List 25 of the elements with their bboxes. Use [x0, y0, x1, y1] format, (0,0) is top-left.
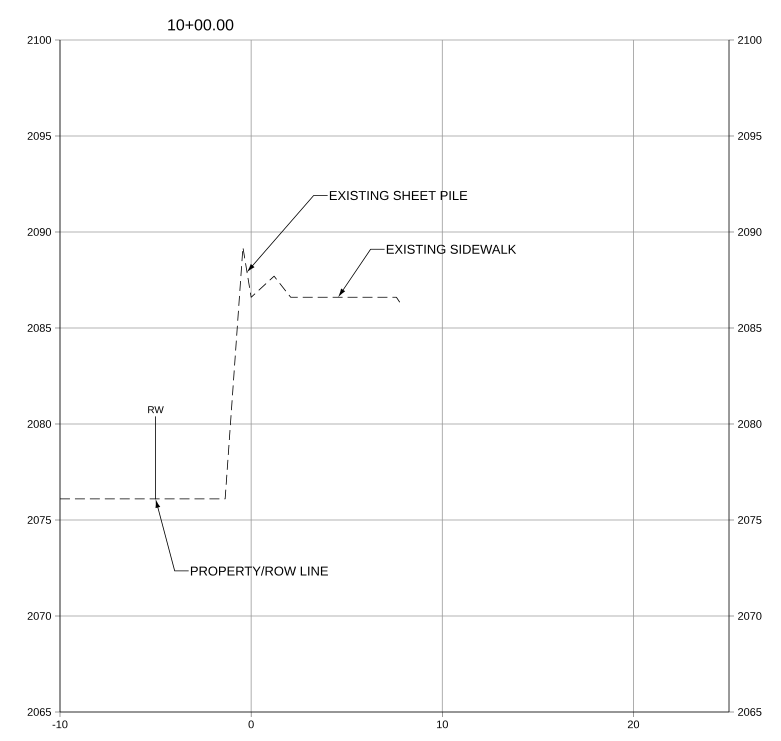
- annotation: RW: [148, 406, 164, 414]
- y-tick-label: 2065: [28, 708, 52, 716]
- chart-title: 10+00.00: [168, 19, 234, 30]
- annotation: PROPERTY/ROW LINE: [190, 566, 328, 576]
- y-tick-label: 2100: [28, 36, 52, 44]
- y-tick-label: 2070: [28, 612, 52, 620]
- y2-tick-label: 2080: [738, 420, 762, 428]
- annotation: EXISTING SHEET PILE: [330, 190, 468, 200]
- y2-tick-label: 2100: [738, 36, 762, 44]
- y2-tick-label: 2095: [738, 132, 762, 140]
- x-tick-label: 10: [437, 720, 448, 728]
- y2-tick-label: 2075: [738, 516, 762, 524]
- y-tick-label: 2075: [28, 516, 52, 524]
- x-tick-label: -10: [52, 720, 68, 728]
- y-tick-label: 2080: [28, 420, 52, 428]
- y2-tick-label: 2070: [738, 612, 762, 620]
- x-tick-label: 0: [248, 720, 254, 728]
- y2-tick-label: 2090: [738, 228, 762, 236]
- y-tick-label: 2085: [28, 324, 52, 332]
- y2-tick-label: 2085: [738, 324, 762, 332]
- annotation: EXISTING SIDEWALK: [386, 244, 516, 254]
- y2-tick-label: 2065: [738, 708, 762, 716]
- x-tick-label: 20: [628, 720, 640, 728]
- y-tick-label: 2090: [28, 228, 52, 236]
- y-tick-label: 2095: [28, 132, 52, 140]
